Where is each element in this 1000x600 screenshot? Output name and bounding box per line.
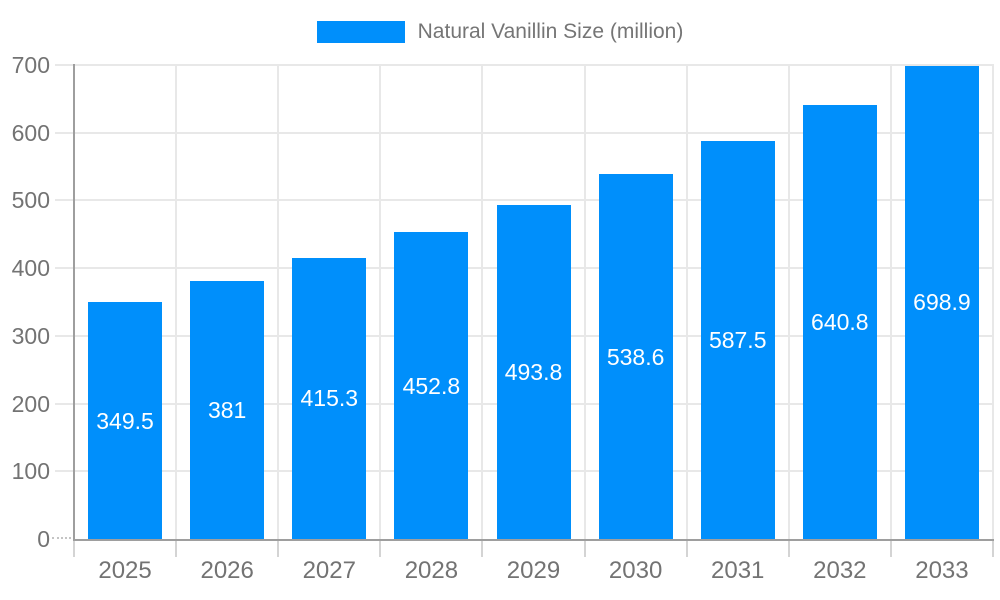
bar-2029[interactable] [496,204,571,539]
x-axis-boundary-tick-2 [277,541,280,557]
gridline-x-boundary-5 [583,64,586,539]
gridline-x-boundary-3 [379,64,382,539]
bar-value-label-2030: 538.6 [606,343,665,370]
bar-value-label-2025: 349.5 [96,407,154,434]
x-tick-label-2027: 2027 [302,557,356,584]
x-tick-label-2032: 2032 [813,557,867,584]
x-axis-boundary-tick-3 [379,541,382,557]
y-tick-zero [52,537,71,539]
x-tick-label-2030: 2030 [608,557,663,584]
y-tick-label-200: 200 [11,390,50,417]
bar-value-label-2029: 493.8 [504,358,563,385]
gridline-x-boundary-6 [685,64,688,539]
bar-value-label-2033: 698.9 [913,289,971,316]
bar-2025[interactable] [88,302,163,539]
x-axis-boundary-tick-7 [787,541,790,557]
legend-marker-swatch [316,21,405,43]
bar-value-label-2028: 452.8 [402,372,461,399]
x-tick-label-2033: 2033 [915,557,969,584]
x-axis-boundary-tick-1 [175,541,178,557]
gridline-x-boundary-4 [481,64,484,539]
bar-2028[interactable] [394,232,469,539]
bar-2031[interactable] [700,141,775,539]
gridline-x-boundary-1 [175,64,178,539]
x-axis-boundary-tick-6 [685,541,688,557]
x-tick-label-2026: 2026 [200,557,254,584]
x-axis-boundary-tick-0 [73,541,75,557]
x-tick-label-2028: 2028 [404,557,459,584]
y-tick-label-300: 300 [11,322,50,349]
gridline-x-boundary-9 [992,64,994,539]
gridline-y-700 [55,64,993,66]
bar-2026[interactable] [190,281,265,539]
y-tick-label-700: 700 [11,52,50,78]
bar-2032[interactable] [802,105,877,539]
x-axis-line [73,539,994,541]
y-tick-label-600: 600 [11,119,50,146]
legend-label: Natural Vanillin Size (million) [417,20,684,43]
y-axis-line [73,64,75,541]
x-tick-label-2029: 2029 [506,557,561,584]
legend-item[interactable]: Natural Vanillin Size (million) [0,20,1000,44]
gridline-y-500 [55,199,993,202]
x-axis-boundary-tick-9 [992,541,994,557]
gridline-x-boundary-8 [889,64,892,539]
x-tick-label-2031: 2031 [711,557,765,584]
bar-value-label-2032: 640.8 [811,309,869,336]
bar-value-label-2031: 587.5 [708,327,767,354]
y-tick-label-0: 0 [37,526,50,552]
gridline-x-boundary-2 [277,64,280,539]
x-tick-label-2025: 2025 [98,557,152,584]
x-axis-boundary-tick-4 [481,541,484,557]
y-tick-label-500: 500 [11,187,50,214]
bar-2033[interactable] [904,65,979,539]
gridline-y-600 [55,131,993,134]
x-axis-boundary-tick-8 [889,541,892,557]
y-tick-label-100: 100 [11,458,50,485]
bar-value-label-2027: 415.3 [300,385,359,412]
bar-2030[interactable] [598,174,673,539]
bar-2027[interactable] [292,257,367,539]
y-tick-label-400: 400 [11,255,50,282]
x-axis-boundary-tick-5 [583,541,586,557]
gridline-x-boundary-7 [787,64,790,539]
bar-value-label-2026: 381 [207,397,247,423]
